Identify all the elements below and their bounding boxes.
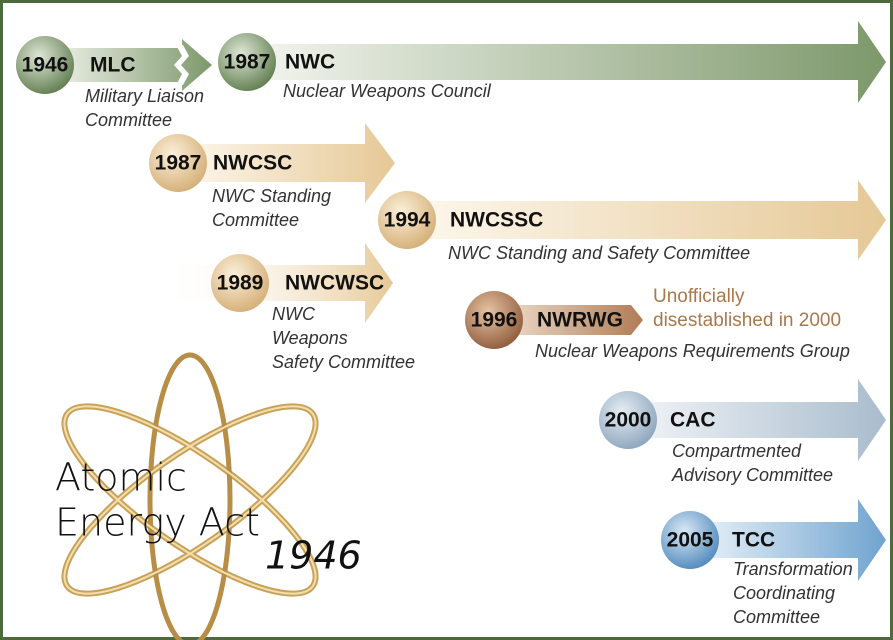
full-name: NWC Standing and Safety Committee (448, 243, 750, 263)
full-name: Advisory Committee (671, 465, 833, 485)
full-name: NWC (272, 304, 316, 324)
full-name: Committee (212, 210, 299, 230)
logo-line: Atomic (55, 456, 187, 500)
diagram: Atomic Energy Act 1946 1946 MLC Military L… (0, 0, 893, 640)
acronym: NWRWG (537, 309, 623, 332)
full-name: Committee (733, 607, 820, 627)
year: 1946 (22, 54, 69, 77)
full-name: Nuclear Weapons Requirements Group (535, 341, 850, 361)
logo-line: 1946 (265, 534, 362, 578)
year: 1987 (224, 51, 271, 74)
acronym: CAC (670, 409, 716, 432)
note: Unofficially (653, 286, 745, 307)
acronym: NWC (285, 51, 335, 74)
year: 1987 (155, 152, 202, 175)
full-name: Weapons (272, 328, 348, 348)
full-name: Military Liaison (85, 86, 204, 106)
full-name: NWC Standing (212, 186, 331, 206)
acronym: NWCSSC (450, 209, 543, 232)
note: disestablished in 2000 (653, 310, 841, 331)
full-name: Safety Committee (272, 352, 415, 372)
acronym: NWCWSC (285, 272, 384, 295)
acronym: NWCSC (213, 152, 292, 175)
year: 2005 (667, 529, 714, 552)
full-name: Transformation (733, 559, 853, 579)
full-name: Compartmented (672, 441, 802, 461)
acronym: MLC (90, 54, 136, 77)
year: 1996 (471, 309, 518, 332)
logo-line: Energy Act (55, 501, 260, 545)
acronym: TCC (732, 529, 775, 552)
year: 1994 (384, 209, 431, 232)
year: 1989 (217, 272, 264, 295)
full-name: Nuclear Weapons Council (283, 81, 492, 101)
full-name: Committee (85, 110, 172, 130)
full-name: Coordinating (733, 583, 835, 603)
year: 2000 (605, 409, 652, 432)
